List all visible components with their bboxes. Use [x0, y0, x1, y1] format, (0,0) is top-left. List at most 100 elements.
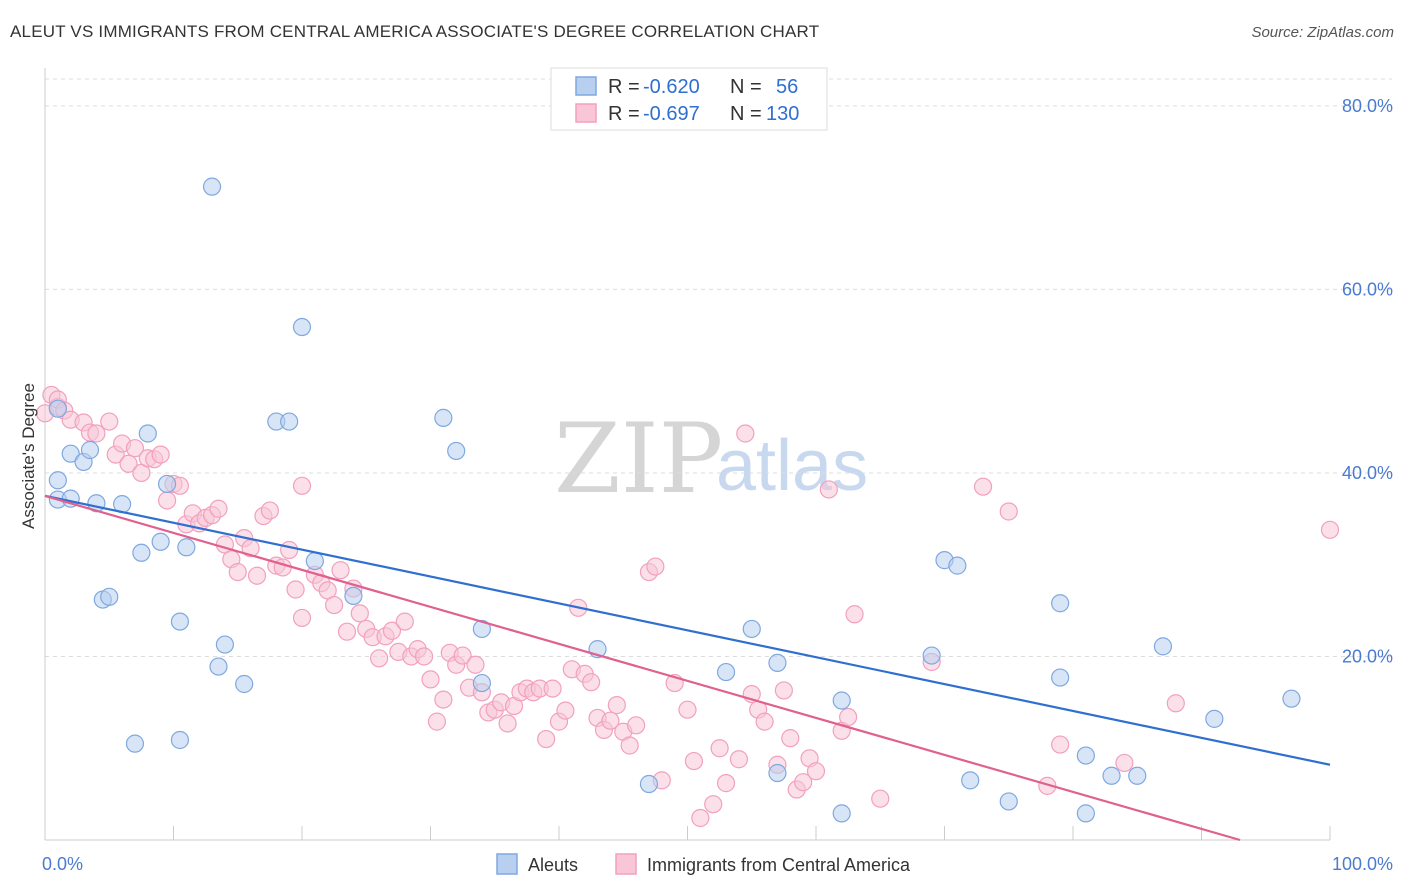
immigrant-point: [839, 707, 858, 727]
aleut-point: [922, 646, 941, 665]
immigrant-point: [1115, 753, 1134, 773]
aleut-point: [209, 657, 228, 676]
aleut-point: [170, 730, 190, 750]
immigrant-point: [228, 562, 247, 582]
aleut-point: [48, 471, 67, 490]
x-tick-labels: 0.0% 100.0%: [42, 854, 1393, 874]
legend-r-label-1: R =: [608, 76, 640, 98]
immigrant-point: [556, 701, 575, 720]
aleut-point: [1128, 766, 1147, 785]
immigrant-point: [999, 502, 1018, 521]
aleut-point: [716, 662, 736, 682]
gridlines: [45, 78, 1392, 657]
immigrant-point: [1051, 735, 1070, 754]
immigrant-point: [427, 712, 447, 731]
immigrant-point: [601, 711, 620, 730]
y-tick-label: 40.0%: [1342, 463, 1393, 483]
immigrant-point: [331, 561, 350, 580]
aleut-point: [235, 674, 254, 694]
legend-swatch-immigrants: [575, 103, 597, 123]
legend-n-value-2: 130: [766, 103, 799, 125]
immigrant-point: [716, 774, 736, 793]
aleut-point: [742, 619, 761, 639]
legend-box: R = -0.620 N = 56 R = -0.697 N = 130: [550, 67, 828, 131]
aleut-point: [1102, 766, 1121, 785]
immigrant-point: [292, 608, 312, 628]
aleut-point: [832, 804, 851, 823]
immigrant-point: [209, 499, 228, 518]
immigrant-point: [395, 612, 414, 631]
aleut-point: [768, 763, 787, 783]
immigrant-point: [453, 646, 472, 665]
immigrant-point: [119, 454, 138, 473]
immigrant-point: [414, 647, 434, 666]
immigrant-point: [382, 621, 402, 640]
immigrant-point: [582, 673, 601, 692]
immigrant-point: [781, 729, 800, 748]
series-legend-label-immigrants: Immigrants from Central America: [647, 855, 911, 875]
aleut-point: [948, 556, 967, 575]
aleut-point: [280, 412, 299, 431]
aleut-point: [344, 586, 363, 606]
immigrant-point: [434, 690, 453, 709]
aleut-point: [1051, 668, 1070, 687]
legend-n-label-2: N =: [730, 103, 762, 125]
legend-n-value-1: 56: [776, 76, 798, 98]
immigrant-point: [537, 729, 556, 749]
aleut-point: [961, 771, 980, 790]
immigrant-point: [100, 412, 119, 431]
legend-frame: [550, 67, 828, 131]
immigrant-point: [280, 540, 299, 560]
aleut-point: [472, 673, 491, 693]
immigrant-point: [286, 580, 305, 599]
aleut-point: [1205, 709, 1224, 728]
immigrant-point: [151, 445, 170, 464]
aleut-point: [447, 441, 466, 461]
aleut-point: [170, 612, 190, 631]
x-tick-label-min: 0.0%: [42, 854, 83, 874]
immigrant-point: [845, 605, 864, 624]
aleut-point: [999, 792, 1018, 811]
watermark-zip: ZIP: [554, 403, 723, 515]
aleut-point: [157, 474, 177, 494]
series-legend-swatch-aleuts: [496, 853, 518, 875]
aleut-point: [768, 653, 787, 672]
aleut-point: [292, 317, 312, 337]
aleut-point: [80, 440, 100, 460]
immigrant-point: [1166, 694, 1185, 713]
y-tick-label: 60.0%: [1342, 279, 1393, 299]
aleut-point: [215, 635, 234, 654]
immigrant-point: [626, 716, 646, 735]
immigrant-point: [421, 670, 440, 689]
immigrant-point: [684, 751, 704, 771]
immigrant-point: [819, 480, 838, 499]
immigrant-point: [325, 595, 344, 615]
immigrant-point: [755, 712, 774, 731]
aleut-point: [177, 538, 196, 557]
immigrant-point: [794, 773, 813, 792]
immigrant-point: [498, 714, 517, 733]
series-legend-swatch-immigrants: [615, 853, 637, 875]
immigrant-point: [646, 557, 665, 576]
series-legend-label-aleuts: Aleuts: [528, 855, 578, 875]
legend-n-label-1: N =: [730, 76, 762, 98]
y-tick-labels: 20.0% 40.0% 60.0% 80.0%: [1342, 96, 1393, 667]
aleut-trend-line: [44, 494, 1331, 766]
immigrant-point: [157, 491, 177, 510]
immigrant-point: [620, 736, 639, 755]
trend-lines: [44, 494, 1331, 842]
immigrant-point: [370, 649, 389, 668]
immigrant-point: [292, 476, 312, 495]
immigrant-point: [973, 477, 993, 496]
aleut-point: [1076, 746, 1095, 765]
immigrant-point: [704, 795, 723, 814]
immigrant-point: [247, 566, 267, 585]
immigrant-point: [736, 424, 755, 443]
immigrant-point: [260, 501, 279, 520]
aleut-point: [132, 543, 151, 562]
immigrant-point: [871, 789, 890, 808]
immigrant-point: [87, 424, 106, 443]
immigrant-point: [466, 655, 485, 674]
legend-r-label-2: R =: [608, 103, 640, 125]
